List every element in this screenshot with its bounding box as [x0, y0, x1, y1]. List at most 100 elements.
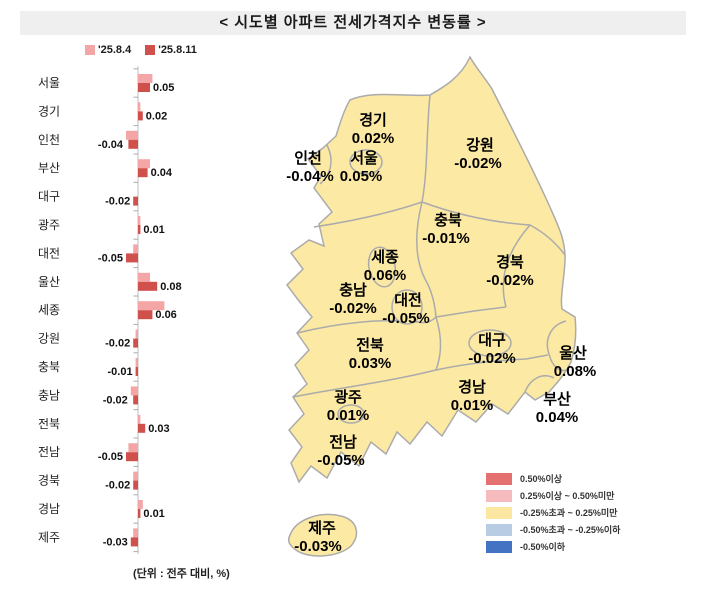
map-legend-swatch-icon — [486, 472, 512, 485]
bar-value-label: 0.01 — [143, 224, 164, 236]
border-gangwon-south — [421, 201, 566, 256]
bar-curr — [138, 423, 146, 433]
map-legend-row: 0.50%이상 — [486, 470, 620, 487]
map-mainland — [286, 55, 577, 484]
bar-prev — [133, 528, 138, 538]
bar-prev — [138, 74, 153, 83]
map-region-name: 세종 — [371, 249, 399, 266]
bar-value-label: 0.02 — [146, 110, 167, 122]
legend-item-curr: '25.8.11 — [145, 44, 197, 56]
map-region-name: 광주 — [334, 388, 362, 406]
map-legend-swatch-icon — [486, 489, 512, 502]
map-region-value: -0.01% — [422, 230, 470, 247]
map-region-name: 울산 — [559, 345, 587, 362]
bar-prev — [135, 358, 138, 367]
bar-curr — [126, 253, 138, 263]
bar-value-label: 0.06 — [155, 309, 176, 321]
map-region-value: -0.02% — [454, 155, 502, 172]
bar-value-label: -0.02 — [105, 480, 130, 492]
map-legend-row: -0.50%이하 — [486, 538, 620, 555]
bar-region-label: 대구 — [38, 190, 60, 204]
korea-map: 경기0.02% 강원-0.02%인천-0.04%서울0.05%충북-0.01%세종… — [286, 55, 596, 557]
bar-value-label: 0.08 — [160, 281, 181, 293]
bar-curr — [133, 480, 138, 490]
map-region-name: 인천 — [294, 149, 322, 167]
bar-region-label: 전남 — [38, 445, 60, 459]
map-region-name: 제주 — [308, 520, 336, 537]
bar-region-label: 울산 — [38, 275, 60, 289]
bar-value-label: 0.05 — [153, 82, 174, 94]
map-region-value: 0.02% — [352, 130, 395, 147]
bar-region-label: 충남 — [38, 388, 60, 402]
border-jeonbuk-jeonnam — [292, 369, 437, 398]
map-region-value: -0.02% — [468, 350, 516, 367]
bar-curr — [133, 196, 138, 206]
bar-prev — [138, 272, 150, 282]
map-region-value: -0.05% — [317, 452, 365, 469]
bar-region-label: 경기 — [38, 104, 60, 118]
bar-prev — [138, 216, 141, 225]
bar-curr — [138, 281, 158, 291]
bar-curr — [133, 395, 138, 405]
bar-value-label: -0.02 — [105, 196, 130, 208]
bar-chart: 서울 0.05 경기 0.02 인천 -0.04 부산 0.04 대구 -0.02 광주 0.01 대전… — [38, 66, 182, 554]
border-chungbuk-west — [415, 201, 437, 318]
legend-label-prev: '25.8.4 — [98, 44, 132, 56]
bar-region-label: 충북 — [38, 360, 60, 374]
bar-region-label: 제주 — [38, 530, 60, 544]
border-gyeongnam-gyeongbuk — [435, 354, 549, 371]
bar-prev — [138, 500, 143, 509]
bar-curr — [133, 338, 138, 348]
bar-region-label: 서울 — [38, 76, 60, 90]
map-legend-label: 0.50%이상 — [520, 474, 563, 484]
bar-curr — [138, 225, 141, 234]
border-gyeonggi-south — [313, 201, 423, 228]
border-ulsan — [546, 320, 570, 372]
map-labels: 경기0.02% 강원-0.02%인천-0.04%서울0.05%충북-0.01%세종… — [286, 111, 596, 555]
border-gyeonggi-gangwon — [421, 94, 431, 203]
unit-note: (단위 : 전주 대비, %) — [133, 568, 230, 580]
bar-region-label: 세종 — [38, 303, 60, 317]
map-region-name: 부산 — [543, 391, 571, 408]
map-region-name: 대구 — [478, 332, 506, 349]
map-legend: 0.50%이상 0.25%이상 ~ 0.50%미만 -0.25%초과 ~ 0.25%… — [486, 470, 620, 555]
bar-prev — [138, 301, 165, 311]
map-region-value: -0.03% — [294, 538, 342, 555]
border-jeonbuk-northeast — [435, 306, 507, 318]
border-incheon — [319, 144, 332, 185]
map-legend-row: -0.50%초과 ~ -0.25%이하 — [486, 521, 620, 538]
chart-legend: '25.8.4 '25.8.11 — [85, 44, 197, 56]
bar-region-label: 강원 — [38, 332, 60, 346]
map-legend-swatch-icon — [486, 540, 512, 553]
bar-curr — [138, 168, 148, 178]
bar-prev — [130, 386, 138, 396]
bar-value-label: -0.05 — [98, 451, 123, 463]
border-daejeon — [391, 289, 423, 325]
bar-region-label: 인천 — [38, 132, 60, 147]
bar-curr — [126, 452, 138, 462]
bar-curr — [138, 83, 150, 92]
map-region-name: 충남 — [339, 282, 367, 299]
bar-curr — [128, 139, 138, 149]
map-region-name: 강원 — [466, 136, 494, 154]
bar-region-label: 전북 — [38, 417, 60, 431]
bar-value-label: -0.02 — [103, 394, 128, 406]
bar-region-label: 광주 — [38, 218, 60, 232]
map-region-value: 0.06% — [364, 267, 407, 284]
bar-region-label: 부산 — [38, 161, 60, 175]
bar-prev — [126, 130, 138, 140]
bar-curr — [138, 111, 143, 121]
bar-prev — [135, 329, 138, 339]
map-region-value: -0.05% — [382, 310, 430, 327]
map-region-name: 서울 — [350, 150, 378, 167]
bar-curr — [130, 537, 138, 547]
bar-value-label: 0.04 — [151, 167, 173, 179]
map-region-value: 0.01% — [327, 407, 370, 424]
bar-value-label: 0.03 — [148, 423, 169, 435]
bar-region-label: 대전 — [38, 246, 60, 260]
legend-item-prev: '25.8.4 — [85, 44, 131, 56]
border-daegu — [468, 329, 512, 357]
map-jeju-island — [287, 513, 358, 557]
map-region-name: 경기 — [359, 111, 387, 129]
map-legend-row: -0.25%초과 ~ 0.25%미만 — [486, 504, 620, 521]
